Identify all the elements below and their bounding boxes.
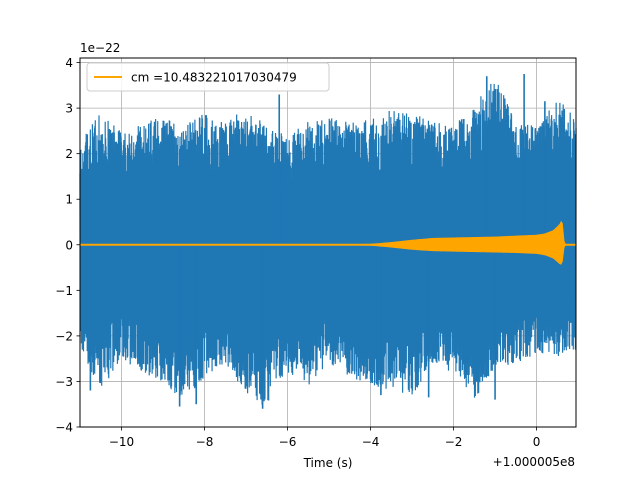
x-tick-label: −10 [109,435,134,449]
x-axis-label: Time (s) [303,456,353,470]
chirp-series-envelope [80,220,576,265]
legend-series-label: cm =10.483221017030479 [131,71,297,85]
x-tick-label: 0 [533,435,541,449]
legend: cm =10.483221017030479 [86,62,330,92]
y-tick-label: 0 [65,238,73,252]
noise-series-core [80,152,576,335]
x-tick-label: −8 [196,435,214,449]
y-tick-label: −1 [55,284,73,298]
y-tick-label: −3 [55,375,73,389]
x-tick-label: −6 [279,435,297,449]
y-tick-label: −4 [55,421,73,435]
data-layer [79,73,577,409]
x-tick-label: −2 [445,435,463,449]
x-tick-label: −4 [362,435,380,449]
y-tick-label: 2 [65,147,73,161]
y-tick-label: 1 [65,193,73,207]
plot-frame [79,57,577,428]
x-offset-label: +1.000005e8 [493,455,575,469]
y-tick-label: −2 [55,329,73,343]
noise-series-line [79,83,577,405]
legend-box [86,62,330,92]
y-tick-label: 4 [65,56,73,70]
y-scale-label: 1e−22 [80,41,120,55]
y-tick-label: 3 [65,102,73,116]
